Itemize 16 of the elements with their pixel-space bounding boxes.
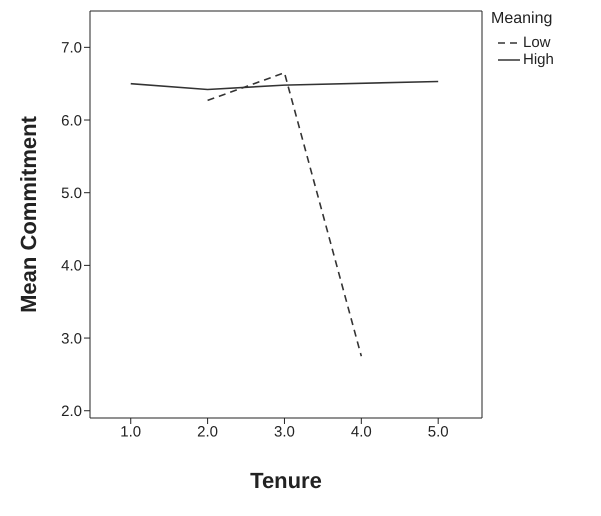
y-tick-label: 6.0: [61, 112, 82, 130]
x-tick-label: 3.0: [274, 424, 295, 441]
y-tick-label: 3.0: [61, 330, 82, 348]
x-tick-label: 5.0: [428, 424, 449, 441]
y-axis-title: Mean Commitment: [16, 115, 41, 313]
x-tick-label: 1.0: [120, 424, 142, 441]
legend-label: High: [523, 51, 554, 68]
y-tick-label: 7.0: [61, 40, 82, 57]
x-tick-label: 2.0: [197, 424, 218, 441]
x-axis-title: Tenure: [250, 468, 322, 493]
x-tick-label: 4.0: [350, 424, 372, 441]
legend-title: Meaning: [491, 10, 554, 28]
y-tick-label: 4.0: [61, 258, 82, 275]
y-tick-label: 2.0: [61, 403, 82, 420]
y-tick-label: 5.0: [61, 185, 82, 202]
legend-label: Low: [523, 34, 551, 51]
